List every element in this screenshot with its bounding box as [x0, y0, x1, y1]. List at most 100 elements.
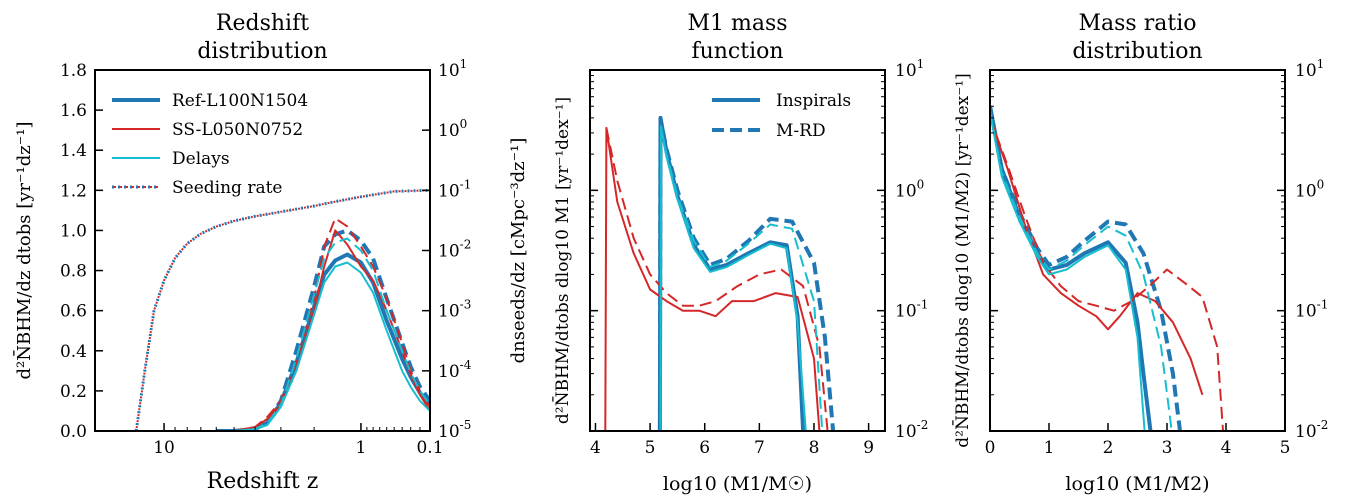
- panel-title: distribution: [197, 39, 327, 64]
- axes-frame: [589, 69, 886, 432]
- panel-title: Redshift: [216, 11, 309, 36]
- tick-label: 10-1: [895, 298, 928, 322]
- tick-label: 1.4: [60, 141, 87, 161]
- series-line: [134, 188, 430, 431]
- tick-label: 0.0: [60, 422, 87, 442]
- series-line: [990, 117, 1224, 431]
- panel-title: M1 mass: [687, 11, 787, 36]
- tick-label: 1.8: [60, 61, 87, 81]
- tick-base: 10: [1295, 302, 1317, 322]
- tick-base: 10: [438, 362, 460, 382]
- legend-label: Seeding rate: [172, 178, 282, 198]
- plot-lines: [990, 105, 1224, 431]
- series-line: [605, 127, 829, 431]
- tick-label: 4: [590, 438, 601, 458]
- tick-exponent: 0: [460, 117, 468, 131]
- tick-label: 101: [895, 57, 924, 81]
- tick-label: 0.4: [60, 342, 87, 362]
- plot-lines: [134, 188, 430, 431]
- tick-base: 10: [438, 422, 460, 442]
- series-line: [604, 126, 821, 431]
- tick-label: 0.2: [60, 382, 87, 402]
- tick-exponent: -1: [460, 177, 472, 191]
- y-axis-label: d²N̄BHM/dtobs dlog10 M1 [yr⁻¹dex⁻¹]: [551, 97, 573, 424]
- series-line: [990, 111, 1173, 431]
- tick-label: 10-2: [895, 418, 928, 442]
- tick-exponent: 1: [460, 57, 468, 71]
- tick-base: 10: [438, 61, 460, 81]
- tick-label: 0: [985, 438, 996, 458]
- series-line: [659, 125, 807, 431]
- tick-label: 0.1: [416, 438, 443, 458]
- tick-exponent: 1: [1317, 57, 1325, 71]
- tick-label: 9: [863, 438, 874, 458]
- panel-title: function: [691, 39, 783, 64]
- tick-label: 6: [699, 438, 710, 458]
- tick-label: 10-2: [438, 238, 471, 262]
- tick-exponent: -2: [917, 418, 929, 432]
- series-line: [990, 105, 1153, 431]
- y-axis-label: d²N̄BHM/dtobs dlog10 (M1/M2) [yr⁻¹dex⁻¹]: [951, 73, 973, 447]
- tick-exponent: -2: [460, 238, 472, 252]
- tick-base: 10: [438, 121, 460, 141]
- tick-base: 10: [895, 422, 917, 442]
- tick-label: 3: [1162, 438, 1173, 458]
- tick-label: 10-1: [438, 177, 471, 201]
- series-line: [216, 237, 430, 431]
- tick-label: 101: [1295, 57, 1324, 81]
- tick-base: 10: [1295, 61, 1317, 81]
- tick-exponent: 0: [917, 177, 925, 191]
- tick-base: 10: [1295, 181, 1317, 201]
- tick-exponent: -5: [460, 418, 472, 432]
- tick-label: 10-1: [1295, 298, 1328, 322]
- tick-label: 101: [438, 57, 467, 81]
- tick-label: 100: [895, 177, 924, 201]
- tick-label: 8: [809, 438, 820, 458]
- tick-exponent: -1: [917, 298, 929, 312]
- legend: Ref-L100N1504 SS-L050N0752 Delays Seeding r…: [112, 91, 308, 198]
- panel-title: distribution: [1072, 39, 1202, 64]
- tick-label: 10-5: [438, 418, 471, 442]
- tick-label: 10-4: [438, 358, 472, 382]
- tick-label: 0.8: [60, 262, 87, 282]
- tick-label: 5: [645, 438, 656, 458]
- panel-redshift: 0.00.20.40.60.81.01.21.41.61.810-510-410…: [12, 11, 529, 494]
- tick-base: 10: [895, 181, 917, 201]
- tick-base: 10: [895, 61, 917, 81]
- legend-label: Delays: [172, 149, 230, 169]
- series-line: [657, 117, 836, 431]
- tick-label: 7: [754, 438, 765, 458]
- series-line: [659, 126, 824, 431]
- legend-label: SS-L050N0752: [172, 120, 303, 140]
- legend-label: Inspirals: [776, 91, 851, 111]
- tick-base: 10: [895, 302, 917, 322]
- legend-label: Ref-L100N1504: [172, 91, 308, 111]
- tick-label: 2: [1103, 438, 1114, 458]
- tick-label: 100: [438, 117, 467, 141]
- tick-label: 0.6: [60, 302, 87, 322]
- tick-base: 10: [1295, 422, 1317, 442]
- tick-label: 1: [1044, 438, 1055, 458]
- x-axis-label: Redshift z: [207, 469, 319, 494]
- tick-exponent: -2: [1317, 418, 1329, 432]
- tick-label: 10: [153, 438, 175, 458]
- tick-exponent: -4: [460, 358, 472, 372]
- tick-label: 4: [1221, 438, 1232, 458]
- tick-exponent: -1: [1317, 298, 1329, 312]
- tick-label: 100: [1295, 177, 1324, 201]
- tick-label: 5: [1280, 438, 1291, 458]
- axes-frame: [989, 69, 1286, 432]
- x-axis-label: log10 (M1/M☉): [663, 473, 812, 495]
- x-axis-label: log10 (M1/M2): [1065, 473, 1209, 495]
- series-line: [216, 229, 430, 431]
- series-line: [657, 115, 806, 431]
- series-line: [216, 261, 430, 431]
- tick-label: 1.6: [60, 101, 87, 121]
- tick-label: 10-3: [438, 298, 471, 322]
- tick-base: 10: [438, 302, 460, 322]
- legend: Inspirals M-RD: [712, 91, 851, 141]
- series-line: [216, 217, 430, 431]
